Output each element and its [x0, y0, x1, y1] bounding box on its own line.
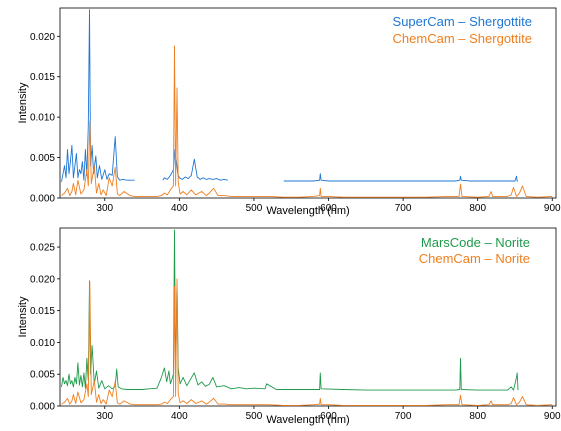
y-tick-label: 0.005 — [30, 153, 55, 164]
x-axis: 300 400 500 600 700 800 900 — [96, 406, 561, 422]
x-tick-label: 700 — [395, 411, 412, 422]
y-axis-label: Intensity — [17, 296, 29, 337]
series-lines — [61, 9, 553, 198]
x-tick-label: 300 — [96, 203, 113, 214]
x-tick-label: 900 — [544, 203, 561, 214]
legend-entry-chemcam: ChemCam – Norite — [419, 251, 530, 266]
x-tick-label: 600 — [320, 411, 337, 422]
y-tick-label: 0.015 — [30, 306, 55, 317]
x-tick-label: 600 — [320, 203, 337, 214]
x-axis-label: Wavelength (nm) — [266, 414, 349, 426]
x-tick-label: 300 — [96, 411, 113, 422]
series-lines — [61, 229, 553, 406]
y-axis: 0.000 0.005 0.010 0.015 0.020 — [30, 32, 60, 205]
chart-panel-shergottite: 300 400 500 600 700 800 900 0.0000.0050.0100.0… — [17, 7, 561, 217]
plot-area-frame — [59, 7, 557, 199]
x-tick-label: 900 — [544, 411, 561, 422]
y-tick-label: 0.000 — [30, 402, 55, 413]
x-tick-label: 400 — [171, 203, 188, 214]
y-tick-label: 0.015 — [30, 72, 55, 83]
x-tick-label: 700 — [395, 203, 412, 214]
y-tick-label: 0.005 — [30, 370, 55, 381]
x-tick-label: 500 — [246, 203, 263, 214]
y-tick-label: 0.020 — [30, 32, 55, 43]
legend: MarsCode – Norite ChemCam – Norite — [419, 235, 530, 266]
y-tick-label: 0.010 — [30, 113, 55, 124]
series-line-supercam-shergottite — [61, 9, 518, 182]
legend-entry-chemcam: ChemCam – Shergottite — [393, 31, 532, 46]
y-tick-label: 0.000 — [30, 194, 55, 205]
x-axis: 300 400 500 600 700 800 900 — [96, 198, 561, 214]
legend-entry-supercam: SuperCam – Shergottite — [393, 14, 532, 29]
series-line-chemcam-shergottite — [61, 45, 553, 198]
y-axis: 0.000 0.005 0.010 0.015 0.020 0.025 — [30, 243, 60, 413]
x-axis-label: Wavelength (nm) — [266, 205, 349, 217]
series-line-chemcam-norite — [61, 278, 553, 406]
chart-panel-norite: 300 400 500 600 700 800 900 0.0000.0050.0100.0… — [17, 227, 561, 426]
x-tick-label: 500 — [246, 411, 263, 422]
x-tick-label: 800 — [469, 411, 486, 422]
y-tick-label: 0.010 — [30, 338, 55, 349]
plot-area-frame — [59, 227, 557, 407]
x-tick-label: 800 — [469, 203, 486, 214]
y-axis-label: Intensity — [17, 82, 29, 123]
y-tick-label: 0.025 — [30, 243, 55, 254]
legend: SuperCam – Shergottite ChemCam – Shergot… — [393, 14, 532, 46]
series-line-marscode-norite — [61, 229, 519, 391]
y-tick-label: 0.020 — [30, 274, 55, 285]
x-tick-label: 400 — [171, 411, 188, 422]
legend-entry-marscode: MarsCode – Norite — [421, 235, 530, 250]
